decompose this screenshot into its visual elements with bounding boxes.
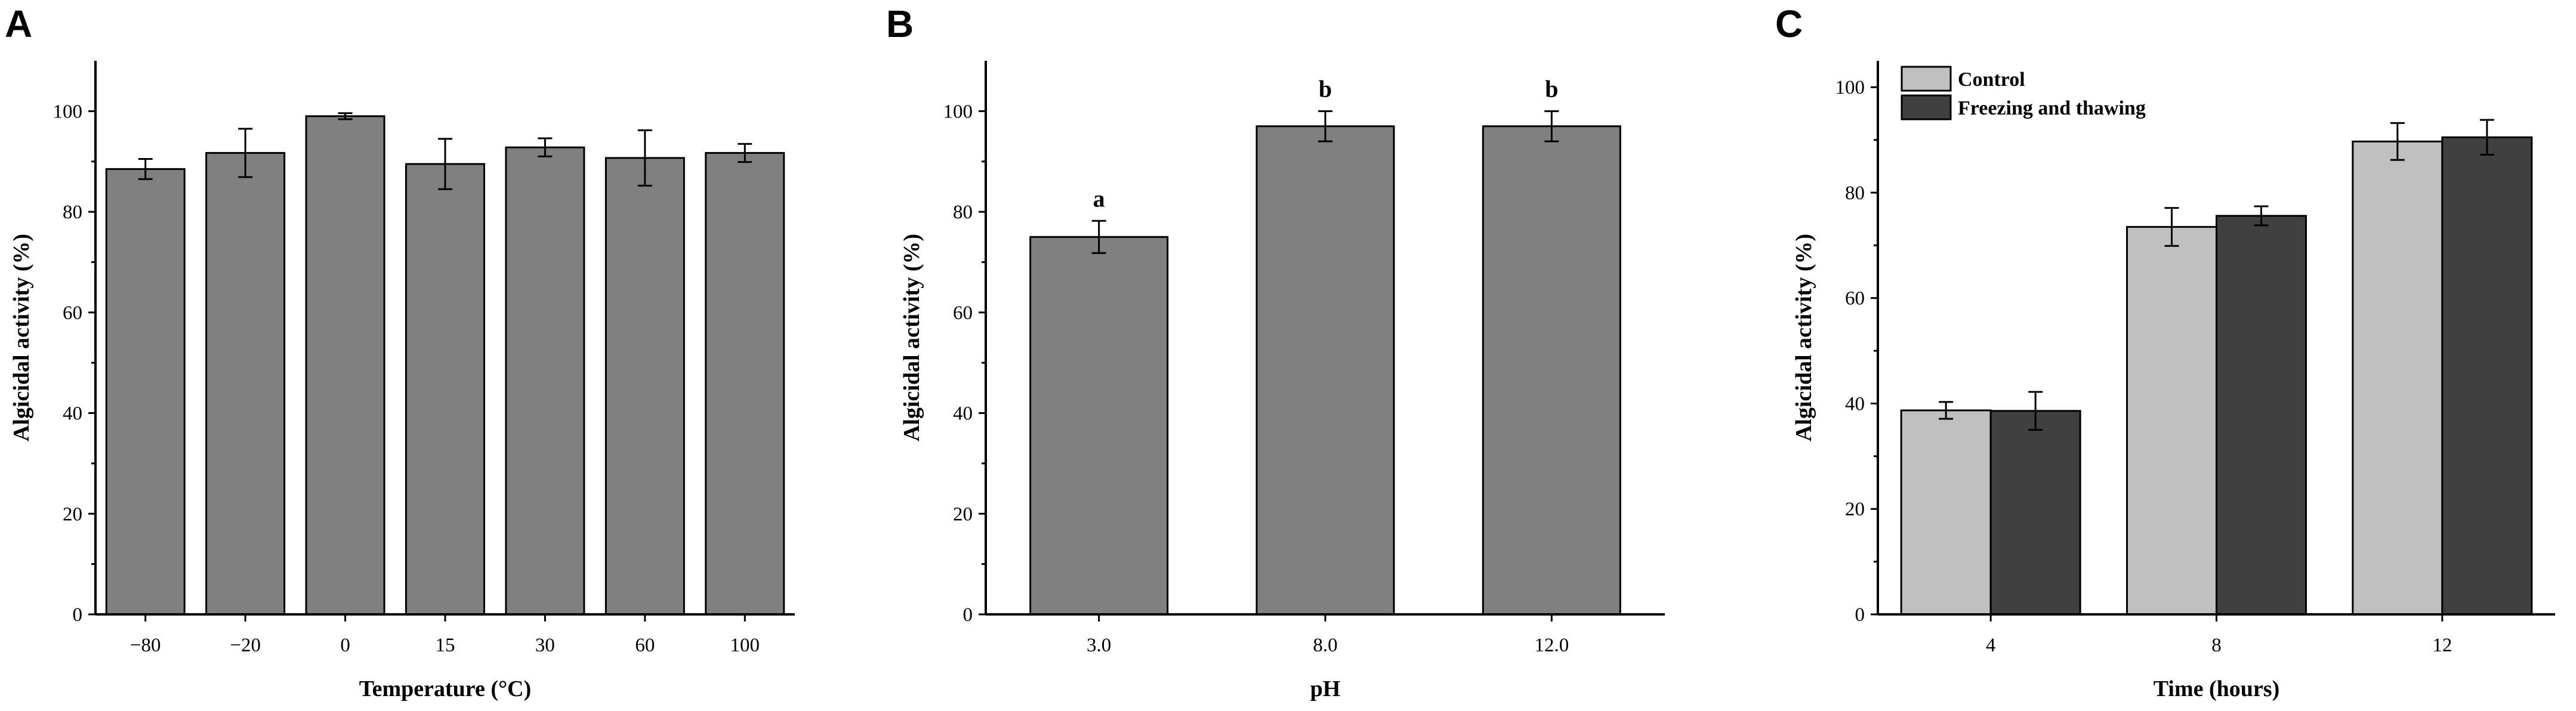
bar [2216,215,2307,616]
bar [2126,225,2217,616]
y-axis-title: Algicidal activity (%) [1791,234,1816,441]
x-tick-label: 0 [340,635,350,656]
y-axis-title: Algicidal activity (%) [899,234,924,441]
legend-swatch [1901,94,1952,120]
bar [205,152,286,616]
significance-label: b [1545,75,1558,102]
x-axis-title: Time (hours) [2154,676,2279,701]
x-tick-label: 30 [535,635,555,656]
y-tick-label: 0 [963,604,973,626]
panel-a: A −80 −20 0 15 30 60 100 0 20 40 60 80 100 Temperature… [5,2,795,701]
legend-label: Freezing and thawing [1958,97,2146,119]
y-tick-label: 60 [63,302,82,324]
legend-swatch [1901,66,1952,92]
panel-c: C 4 8 12 0 20 40 60 80 100 Time (hours) Algicidal a… [1775,2,2555,701]
y-tick-label: 40 [953,403,973,425]
bar [2352,140,2444,616]
panel-letter: C [1775,2,1803,45]
bar [305,115,385,616]
x-tick-label: −20 [230,635,261,656]
y-tick-label: 0 [73,604,83,626]
bar [1029,236,1169,616]
panel-letter: B [886,2,914,45]
significance-label: b [1319,75,1332,102]
legend-label: Control [1958,69,2025,91]
y-tick-label: 100 [943,101,973,122]
y-tick-label: 0 [1855,604,1865,626]
y-tick-label: 100 [1835,77,1865,98]
bar [405,163,485,616]
x-tick-label: 12.0 [1534,635,1569,656]
y-tick-label: 80 [1845,183,1865,204]
x-tick-label: 100 [730,635,760,656]
y-tick-label: 60 [1845,288,1865,310]
y-tick-label: 60 [953,302,973,324]
x-tick-label: 3.0 [1087,635,1111,656]
bar [2441,136,2533,616]
x-tick-label: 12 [2432,635,2452,656]
bar [505,146,585,616]
bar [1482,125,1621,616]
y-tick-label: 20 [1845,499,1865,520]
bar [705,152,785,616]
x-tick-label: 15 [436,635,455,656]
y-tick-label: 20 [953,503,973,525]
bar [1900,409,1992,616]
bar [1255,125,1395,616]
y-axis-title: Algicidal activity (%) [9,234,34,441]
bar [1989,410,2081,616]
y-tick-label: 80 [953,202,973,223]
panel-letter: A [5,2,32,45]
panel-b: Ba 3.0 b 8.0 b 12.0 0 20 40 60 80 100 pH Algicidal ac… [886,2,1665,701]
bar [604,157,685,616]
x-tick-label: −80 [130,635,161,656]
x-axis-title: Temperature (°C) [359,676,532,701]
x-tick-label: 8 [2211,635,2222,656]
x-tick-label: 60 [635,635,655,656]
x-tick-label: 4 [1986,635,1996,656]
x-tick-label: 8.0 [1313,635,1337,656]
y-tick-label: 20 [63,503,82,525]
y-tick-label: 40 [1845,393,1865,415]
bar [105,168,186,616]
y-tick-label: 80 [63,202,82,223]
significance-label: a [1093,185,1105,212]
y-tick-label: 40 [63,403,82,425]
y-tick-label: 100 [53,101,83,122]
x-axis-title: pH [1310,676,1341,701]
